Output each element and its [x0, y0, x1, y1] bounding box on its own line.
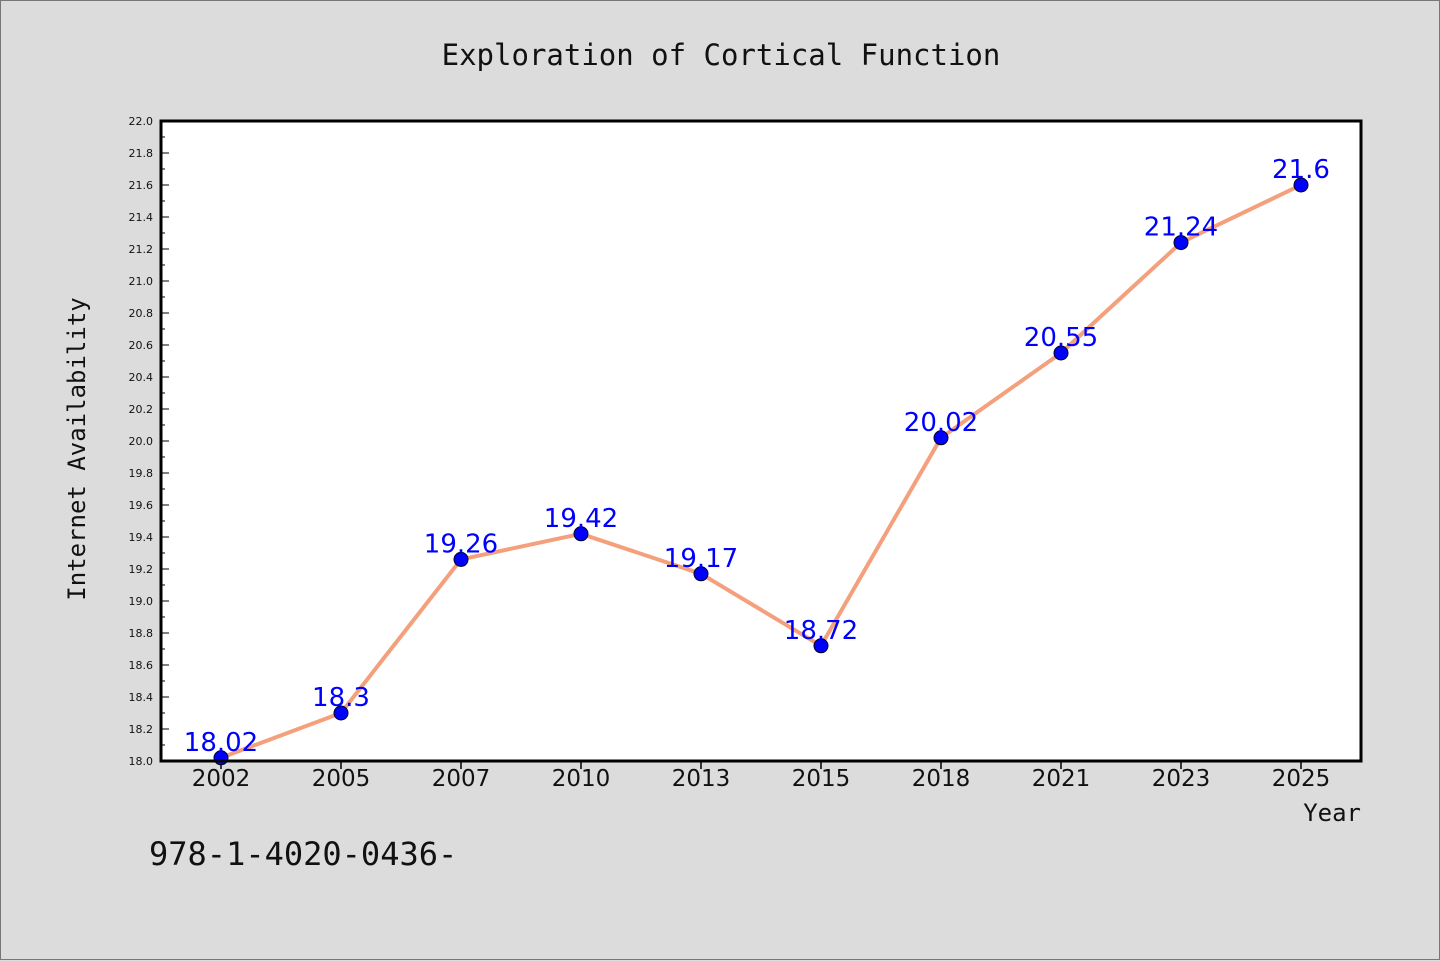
y-tick-label: 19.6: [129, 499, 154, 512]
x-tick-label: 2007: [432, 766, 491, 792]
y-tick-label: 18.4: [129, 691, 154, 704]
y-tick-label: 19.8: [129, 467, 154, 480]
data-label: 19.42: [544, 504, 618, 534]
data-label: 18.3: [312, 683, 370, 713]
y-tick-label: 20.6: [129, 339, 154, 352]
x-tick-label: 2018: [912, 766, 971, 792]
data-point: [1053, 345, 1069, 361]
series-group: 18.02 18.3 19.26 19.42 19.17 18.72 20.02 20.55 2…: [184, 155, 1330, 766]
data-point: [333, 705, 349, 721]
data-label: 20.55: [1024, 323, 1098, 353]
y-tick-label: 21.4: [129, 211, 154, 224]
x-tick-label: 2015: [792, 766, 851, 792]
y-tick-label: 20.0: [129, 435, 154, 448]
y-tick-label: 20.2: [129, 403, 154, 416]
data-point: [933, 430, 949, 446]
data-point: [573, 526, 589, 542]
data-point: [813, 638, 829, 654]
y-tick-label: 19.2: [129, 563, 154, 576]
y-tick-label: 21.0: [129, 275, 154, 288]
x-tick-label: 2005: [312, 766, 371, 792]
y-tick-label: 18.8: [129, 627, 154, 640]
data-label: 20.02: [904, 408, 978, 438]
y-tick-label: 21.8: [129, 147, 154, 160]
x-tick-label: 2002: [192, 766, 251, 792]
y-tick-label: 19.0: [129, 595, 154, 608]
y-tick-label: 19.4: [129, 531, 154, 544]
plot-border: [159, 119, 1363, 763]
data-label: 19.26: [424, 529, 498, 559]
x-tick-label: 2010: [552, 766, 611, 792]
data-point: [1293, 177, 1309, 193]
data-point: [693, 566, 709, 582]
y-tick-label: 20.8: [129, 307, 154, 320]
x-tick-label: 2021: [1032, 766, 1091, 792]
data-label: 18.02: [184, 728, 258, 758]
y-tick-label: 20.4: [129, 371, 154, 384]
chart-title: Exploration of Cortical Function: [442, 38, 1001, 72]
footnote-isbn: 978-1-4020-0436-: [149, 835, 457, 873]
y-tick-label: 21.2: [129, 243, 154, 256]
x-axis-ticks: 2002 2005 2007 2010 2013 2015 2018 2021 2023 2025: [192, 761, 1331, 792]
data-label: 19.17: [664, 544, 738, 574]
y-tick-label: 18.2: [129, 723, 154, 736]
data-label: 21.6: [1272, 155, 1330, 185]
data-label: 18.72: [784, 616, 858, 646]
x-tick-label: 2023: [1152, 766, 1211, 792]
y-tick-label: 22.0: [129, 115, 154, 128]
y-tick-label: 18.0: [129, 755, 154, 768]
data-point: [453, 551, 469, 567]
series-line: [219, 183, 1303, 760]
x-tick-label: 2013: [672, 766, 731, 792]
y-tick-label: 21.6: [129, 179, 154, 192]
x-axis-title: Year: [1303, 799, 1361, 827]
y-axis-title: Internet Availability: [63, 297, 91, 600]
data-label: 21.24: [1144, 213, 1218, 243]
plot-area: [161, 121, 1361, 761]
y-axis-ticks: 18.0 18.2 18.4 18.6 18.8 19.0 19.2 19.4 19.6 19.8…: [129, 115, 169, 768]
x-tick-label: 2025: [1272, 766, 1331, 792]
y-tick-label: 18.6: [129, 659, 154, 672]
data-point: [1173, 235, 1189, 251]
